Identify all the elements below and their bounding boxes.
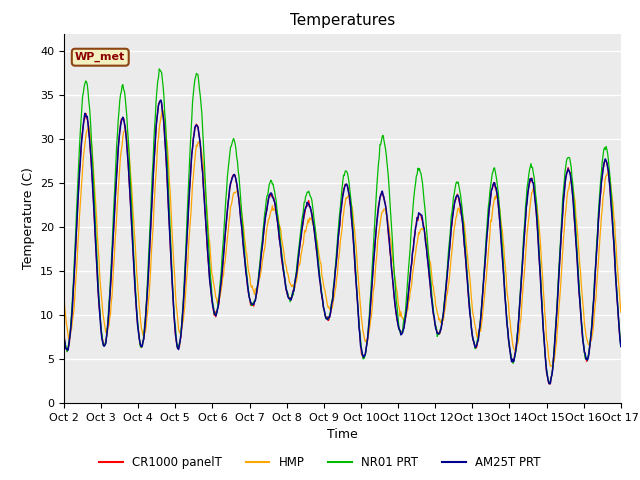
AM25T PRT	[546, 381, 554, 387]
HMP	[185, 240, 193, 246]
AM25T PRT	[157, 97, 164, 103]
Legend: CR1000 panelT, HMP, NR01 PRT, AM25T PRT: CR1000 panelT, HMP, NR01 PRT, AM25T PRT	[95, 452, 545, 474]
HMP	[214, 297, 222, 303]
AM25T PRT	[185, 202, 193, 207]
AM25T PRT	[411, 232, 419, 238]
NR01 PRT	[617, 343, 625, 349]
NR01 PRT	[127, 198, 135, 204]
NR01 PRT	[70, 265, 78, 271]
CR1000 panelT	[428, 292, 435, 298]
NR01 PRT	[546, 380, 554, 385]
Text: WP_met: WP_met	[75, 52, 125, 62]
CR1000 panelT	[547, 381, 554, 387]
NR01 PRT	[428, 280, 435, 286]
HMP	[70, 306, 78, 312]
Line: NR01 PRT: NR01 PRT	[64, 69, 621, 383]
Line: AM25T PRT: AM25T PRT	[64, 100, 621, 384]
NR01 PRT	[214, 299, 222, 305]
HMP	[159, 107, 166, 113]
NR01 PRT	[60, 334, 68, 339]
CR1000 panelT	[70, 275, 78, 280]
AM25T PRT	[127, 218, 135, 224]
CR1000 panelT	[185, 203, 193, 208]
CR1000 panelT	[157, 98, 164, 104]
AM25T PRT	[60, 334, 68, 340]
Title: Temperatures: Temperatures	[290, 13, 395, 28]
CR1000 panelT	[617, 341, 625, 347]
NR01 PRT	[411, 186, 419, 192]
CR1000 panelT	[411, 231, 419, 237]
CR1000 panelT	[127, 216, 135, 221]
HMP	[60, 292, 68, 298]
AM25T PRT	[70, 275, 78, 281]
AM25T PRT	[617, 344, 625, 349]
AM25T PRT	[214, 304, 222, 310]
NR01 PRT	[185, 177, 193, 183]
NR01 PRT	[156, 66, 163, 72]
CR1000 panelT	[60, 330, 68, 336]
HMP	[411, 255, 419, 261]
HMP	[428, 265, 435, 271]
X-axis label: Time: Time	[327, 429, 358, 442]
CR1000 panelT	[214, 304, 222, 310]
Y-axis label: Temperature (C): Temperature (C)	[22, 168, 35, 269]
HMP	[127, 181, 135, 187]
Line: CR1000 panelT: CR1000 panelT	[64, 101, 621, 384]
HMP	[617, 309, 625, 315]
AM25T PRT	[428, 292, 435, 298]
Line: HMP: HMP	[64, 110, 621, 368]
HMP	[549, 365, 557, 371]
